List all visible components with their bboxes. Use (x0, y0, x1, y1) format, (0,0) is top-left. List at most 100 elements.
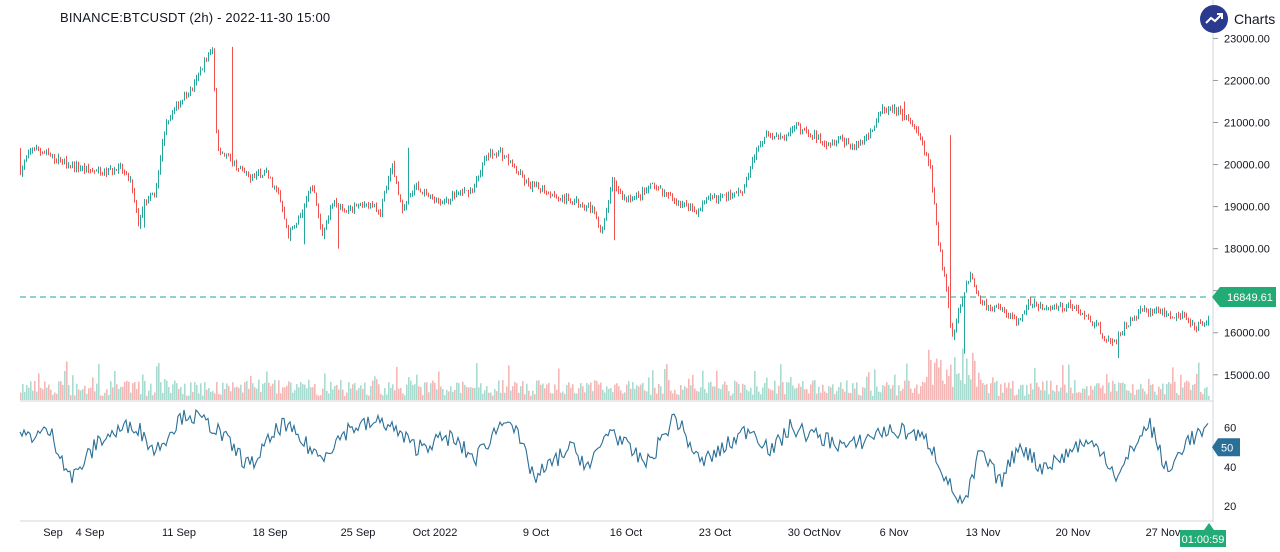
volume-bar (214, 393, 216, 400)
volume-bar (646, 391, 648, 400)
volume-bar (178, 389, 180, 400)
volume-bar (606, 386, 608, 400)
volume-bar (24, 392, 26, 400)
volume-bar (176, 383, 178, 400)
volume-bar (114, 371, 116, 400)
volume-bar (38, 373, 40, 400)
volume-bar (708, 382, 710, 400)
volume-bar (724, 381, 726, 400)
volume-bar (308, 379, 310, 400)
volume-bar (74, 395, 76, 400)
volume-bar (448, 391, 450, 400)
volume-bar (860, 395, 862, 400)
volume-bar (196, 384, 198, 400)
volume-bar (660, 386, 662, 400)
volume-bar (82, 389, 84, 400)
volume-bar (80, 390, 82, 400)
volume-bar (654, 387, 656, 400)
volume-bar (848, 392, 850, 400)
volume-bar (636, 385, 638, 400)
volume-bar (278, 380, 280, 400)
volume-bar (540, 384, 542, 400)
volume-bar (402, 393, 404, 400)
volume-bar (720, 389, 722, 400)
volume-bar (942, 380, 944, 400)
volume-bar (566, 385, 568, 400)
volume-bar (512, 386, 514, 400)
volume-bar (1162, 383, 1164, 400)
volume-bar (700, 387, 702, 400)
volume-bar (1114, 383, 1116, 400)
volume-bar (1158, 386, 1160, 400)
volume-bar (192, 391, 194, 400)
volume-bar (202, 395, 204, 400)
volume-bar (260, 392, 262, 400)
volume-bar (468, 387, 470, 400)
volume-bar (358, 387, 360, 400)
volume-bar (354, 382, 356, 400)
volume-bar (284, 387, 286, 400)
time-axis: Sep 4 Sep 11 Sep 18 Sep 25 Sep Oct 2022 9 Oct 1… (43, 527, 1181, 539)
volume-bar (784, 394, 786, 400)
price-tick-label: 15000.00 (1224, 370, 1270, 382)
volume-bar (978, 372, 980, 400)
current-price-tag: 16849.61 (1212, 287, 1276, 308)
volume-bar (1046, 380, 1048, 400)
brand[interactable]: Charts p (1200, 4, 1280, 34)
volume-bar (418, 386, 420, 400)
price-tick-label: 23000.00 (1224, 33, 1270, 45)
volume-bar (640, 384, 642, 400)
volume-bar (126, 380, 128, 400)
volume-bar (1106, 374, 1108, 400)
volume-bar (472, 387, 474, 400)
volume-bar (264, 382, 266, 400)
volume-bar (1006, 387, 1008, 400)
volume-bar (832, 384, 834, 400)
volume-bar (392, 384, 394, 400)
volume-bar (638, 386, 640, 400)
volume-bar (920, 386, 922, 400)
volume-bar (1034, 368, 1036, 400)
time-tick-label: Nov (821, 527, 841, 539)
volume-bar (404, 395, 406, 400)
volume-bar (820, 392, 822, 400)
volume-bar (896, 395, 898, 400)
volume-bar (910, 388, 912, 400)
volume-bar (1136, 389, 1138, 400)
volume-bar (930, 360, 932, 400)
volume-bar (190, 382, 192, 400)
volume-bar (222, 382, 224, 400)
volume-bar (206, 389, 208, 400)
volume-bar (1192, 384, 1194, 400)
volume-bar (92, 377, 94, 400)
volume-bar (394, 390, 396, 400)
volume-bar (914, 388, 916, 400)
volume-bar (902, 388, 904, 400)
volume-bar (924, 382, 926, 400)
volume-bar (302, 384, 304, 400)
price-tick-label: 16000.00 (1224, 328, 1270, 340)
volume-bar (440, 386, 442, 400)
volume-bar (1086, 386, 1088, 400)
volume-bar (22, 383, 24, 400)
volume-bar (596, 380, 598, 400)
volume-bar (1082, 388, 1084, 400)
volume-bar (1198, 362, 1200, 400)
volume-bar (688, 378, 690, 400)
time-tick-label: 27 Nov (1146, 527, 1181, 539)
volume-bar (656, 393, 658, 400)
volume-bar (426, 382, 428, 400)
volume-bar (144, 380, 146, 400)
volume-bar (734, 380, 736, 400)
volume-bar (340, 379, 342, 400)
volume-bar (1078, 392, 1080, 400)
volume-bar (564, 393, 566, 400)
volume-bar (764, 383, 766, 400)
volume-bar (118, 389, 120, 400)
volume-bar (76, 383, 78, 400)
volume-bar (778, 385, 780, 400)
volume-bar (650, 394, 652, 400)
volume-bar (1164, 394, 1166, 400)
volume-bar (94, 391, 96, 400)
volume-bar (696, 391, 698, 400)
